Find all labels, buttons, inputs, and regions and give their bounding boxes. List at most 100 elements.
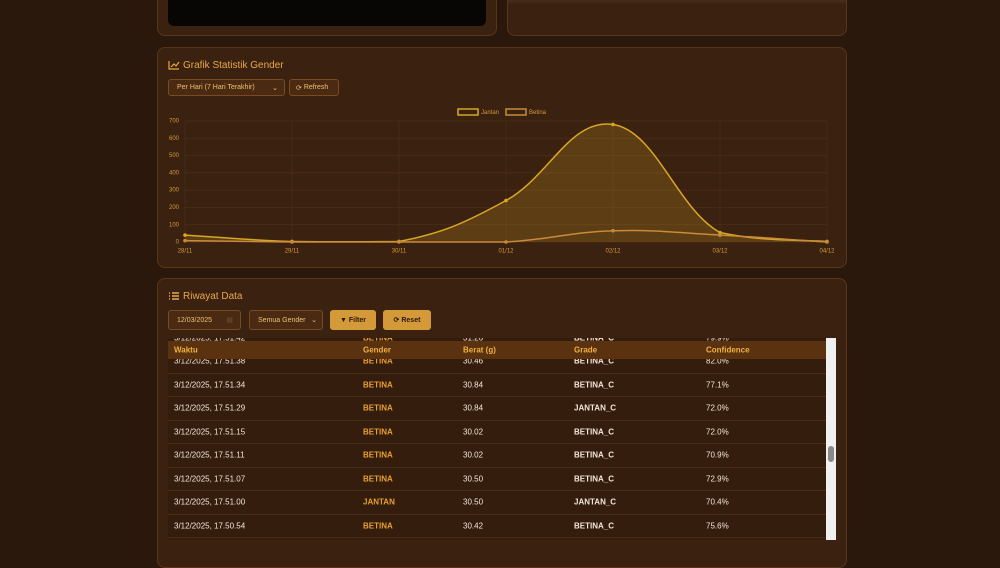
- table-title: Riwayat Data: [183, 291, 243, 302]
- x-tick-label: 30/11: [392, 249, 407, 255]
- cell: BETINA_C: [574, 521, 615, 530]
- cell: JANTAN_C: [574, 403, 617, 413]
- period-text: Per Hari (7 Hari Terakhir): [177, 84, 255, 91]
- cell: BETINA: [363, 521, 393, 530]
- header-cell: Waktu: [174, 345, 198, 355]
- table-row: 3/12/2025, 17.51.38 BETINA 30.46 BETINA_C 82…: [168, 350, 826, 374]
- cell: 3/12/2025, 17.50.54: [174, 521, 246, 530]
- cell: JANTAN: [363, 497, 395, 507]
- cell: 72.9%: [706, 474, 729, 483]
- cell: 30.84: [463, 380, 484, 389]
- cell: BETINA: [363, 450, 393, 460]
- cell: BETINA_C: [574, 338, 614, 342]
- refresh-button[interactable]: ⟳ Refresh: [289, 79, 339, 96]
- point: [183, 238, 187, 243]
- filter-button[interactable]: ▼ Filter: [330, 310, 376, 330]
- x-tick-label: 28/11: [178, 249, 193, 255]
- header-cell: Grade: [574, 345, 598, 355]
- cell: BETINA: [363, 474, 393, 483]
- cell: 30.50: [463, 474, 484, 483]
- date-input[interactable]: 12/03/2025 ▦: [168, 310, 241, 330]
- cell: BETINA: [363, 427, 393, 436]
- table-row: 3/12/2025, 17.51.11 BETINA 30.02 BETINA_C 70…: [168, 444, 826, 468]
- point: [718, 230, 722, 235]
- cell: BETINA: [363, 380, 393, 389]
- cell: 30.02: [463, 450, 484, 460]
- y-tick-label: 300: [169, 188, 180, 194]
- cell: 30.50: [463, 497, 484, 507]
- x-tick-label: 29/11: [285, 249, 300, 255]
- filter-text: Filter: [348, 316, 366, 324]
- cell: 31.26: [463, 338, 483, 342]
- legend-label: Betina: [529, 110, 547, 116]
- y-tick-label: 200: [169, 205, 180, 211]
- cell: 3/12/2025, 17.51.38: [174, 356, 246, 366]
- camera-feed: [168, 0, 486, 26]
- chart-panel: Grafik Statistik Gender Per Hari (7 Hari…: [157, 47, 847, 268]
- legend-label: Jantan: [481, 110, 499, 116]
- cell: 3/12/2025, 17.51.29: [174, 403, 246, 413]
- list-icon: [169, 292, 179, 300]
- cell: BETINA: [363, 338, 393, 342]
- legend-swatch: [457, 108, 479, 116]
- cell: 3/12/2025, 17.51.15: [174, 427, 246, 436]
- cell: 72.0%: [706, 403, 729, 413]
- camera-panel: [157, 0, 497, 36]
- info-panel: [507, 0, 847, 36]
- cell: 30.42: [463, 521, 484, 530]
- cell: 70.4%: [706, 497, 729, 507]
- gender-select[interactable]: Semua Gender ⌄: [249, 310, 323, 330]
- point: [504, 240, 508, 244]
- cell: BETINA: [363, 403, 393, 413]
- x-tick-label: 04/12: [819, 249, 835, 255]
- y-tick-label: 500: [169, 153, 180, 159]
- point: [611, 122, 615, 127]
- point: [290, 240, 294, 244]
- cell: BETINA: [363, 356, 393, 366]
- scrollbar[interactable]: [826, 338, 836, 540]
- gender-text: Semua Gender: [258, 316, 306, 324]
- cell: 3/12/2025, 17.51.07: [174, 474, 246, 483]
- caret: ⌄: [311, 317, 317, 324]
- point: [504, 198, 508, 203]
- table-row: 3/12/2025, 17.51.29 BETINA 30.84 JANTAN_C 72…: [168, 397, 826, 421]
- refresh-text: Refresh: [303, 84, 329, 91]
- table-row: 3/12/2025, 17.51.34 BETINA 30.84 BETINA_C 77…: [168, 373, 826, 397]
- y-tick-label: 600: [169, 136, 180, 142]
- cell: 3/12/2025, 17.51.00: [174, 497, 246, 507]
- table-row: 3/12/2025, 17.51.00 JANTAN 30.50 JANTAN_C 70…: [168, 491, 826, 515]
- caret: ⌄: [272, 84, 278, 92]
- x-tick-label: 03/12: [712, 249, 728, 255]
- cell: 77.1%: [706, 380, 729, 389]
- y-tick-label: 0: [176, 240, 180, 246]
- cell: 3/12/2025, 17.51.11: [174, 450, 245, 460]
- period-select[interactable]: Per Hari (7 Hari Terakhir) ⌄: [168, 79, 285, 96]
- point: [611, 228, 615, 233]
- point: [825, 240, 829, 244]
- header-cell: Confidence: [706, 345, 750, 355]
- cell: JANTAN_C: [574, 497, 617, 507]
- reset-text: Reset: [401, 316, 421, 324]
- reset-button[interactable]: ⟳ Reset: [383, 310, 431, 330]
- history-table: 3/12/2025, 17.51.42 BETINA 31.26 BETINA_C 79…: [168, 338, 826, 540]
- table-row: 3/12/2025, 17.50.54 BETINA 30.42 BETINA_C 75…: [168, 514, 826, 538]
- cell: 72.0%: [706, 427, 729, 436]
- table-row: 3/12/2025, 17.51.15 BETINA 30.02 BETINA_C 72…: [168, 420, 826, 444]
- cell: 3/12/2025, 17.51.42: [174, 338, 245, 342]
- y-tick-label: 100: [169, 222, 180, 228]
- cell: BETINA_C: [574, 356, 615, 366]
- area: [185, 123, 827, 242]
- header-cell: Berat (g): [463, 345, 496, 355]
- cell: BETINA_C: [574, 474, 615, 483]
- cell: 30.84: [463, 403, 484, 413]
- point: [397, 240, 401, 244]
- cell: BETINA_C: [574, 380, 615, 389]
- table-row: 3/12/2025, 17.51.07 BETINA 30.50 BETINA_C 72…: [168, 467, 826, 491]
- cell: 30.46: [463, 356, 484, 366]
- point: [718, 233, 722, 237]
- x-tick-label: 01/12: [498, 249, 514, 255]
- scroll-thumb[interactable]: [828, 446, 834, 462]
- chart-title: Grafik Statistik Gender: [183, 60, 284, 71]
- chart: 0 100 200 300 400 500 600 700 28/11 29/11 30/11 01/…: [169, 108, 835, 255]
- cell: 70.9%: [706, 450, 729, 460]
